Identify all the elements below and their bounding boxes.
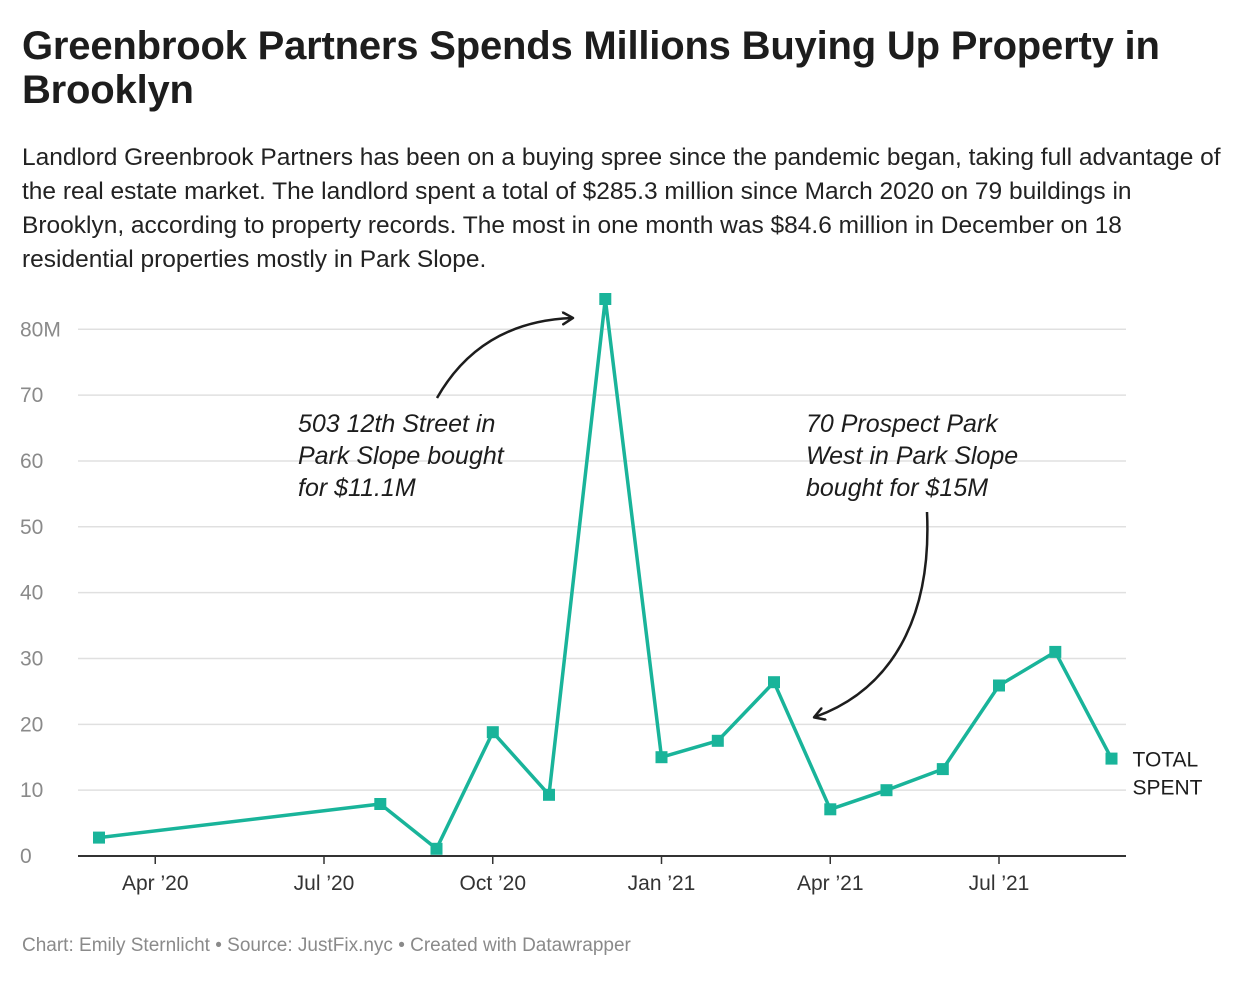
series-label: TOTAL SPENT <box>1133 749 1203 800</box>
data-point <box>768 676 780 689</box>
annotation-line: Park Slope bought <box>298 442 505 470</box>
x-tick-label: Apr ’20 <box>122 872 189 895</box>
series-label-line: TOTAL <box>1133 749 1199 772</box>
data-point <box>374 798 387 810</box>
x-axis-ticks: Apr ’20 Jul ’20 Oct ’20 Jan ’21 Apr ’21 Jul ’… <box>122 856 1029 895</box>
chart-title: Greenbrook Partners Spends Millions Buyi… <box>22 24 1160 112</box>
grid-lines <box>78 328 1126 791</box>
data-point <box>936 763 949 776</box>
annotation-line: 503 12th Street in <box>298 410 495 438</box>
data-point <box>1049 645 1062 658</box>
series-line <box>98 297 1114 851</box>
y-tick-label: 30 <box>20 647 43 670</box>
data-points <box>93 293 1118 855</box>
data-point <box>599 293 612 305</box>
annotation-line: for $11.1M <box>298 474 416 502</box>
x-tick-label: Apr ’21 <box>797 872 864 895</box>
data-point <box>880 784 893 797</box>
annotation-line: bought for $15M <box>806 474 988 502</box>
chart-subtitle: Landlord Greenbrook Partners has been on… <box>22 144 1221 273</box>
data-point <box>824 803 837 816</box>
x-tick-label: Jul ’20 <box>294 872 355 895</box>
y-tick-label: 0 <box>20 845 32 868</box>
y-axis-ticks: 0 10 20 30 40 50 60 70 80M <box>20 318 61 868</box>
x-tick-label: Oct ’20 <box>459 872 526 895</box>
series-label-line: SPENT <box>1133 777 1203 800</box>
y-tick-label: 60 <box>20 450 43 473</box>
annotation-line: West in Park Slope <box>806 442 1018 470</box>
data-point <box>543 788 555 801</box>
y-tick-label: 10 <box>20 779 43 802</box>
annotations: 503 12th Street in Park Slope bought for $… <box>298 410 1018 502</box>
y-tick-label: 70 <box>20 384 43 407</box>
data-point <box>993 679 1005 692</box>
y-tick-label: 80M <box>20 318 61 341</box>
data-point <box>1105 752 1118 765</box>
data-point <box>711 734 724 747</box>
data-point <box>430 842 443 855</box>
annotation-2: 70 Prospect Park West in Park Slope bought… <box>806 410 1018 502</box>
data-point <box>486 726 499 739</box>
x-tick-label: Jul ’21 <box>969 872 1030 895</box>
annotation-1: 503 12th Street in Park Slope bought for $… <box>298 410 505 502</box>
y-tick-label: 50 <box>20 516 43 539</box>
y-tick-label: 40 <box>20 582 43 605</box>
annotation-line: 70 Prospect Park <box>806 410 999 438</box>
annotation-arrow-1 <box>435 318 572 399</box>
annotation-arrow-2 <box>815 511 929 717</box>
data-point <box>655 751 668 764</box>
series-total-spent <box>98 297 1114 851</box>
x-tick-label: Jan ’21 <box>628 872 696 895</box>
y-tick-label: 20 <box>20 713 43 736</box>
chart-footer: Chart: Emily Sternlicht • Source: JustFi… <box>22 935 631 956</box>
data-point <box>93 831 105 844</box>
